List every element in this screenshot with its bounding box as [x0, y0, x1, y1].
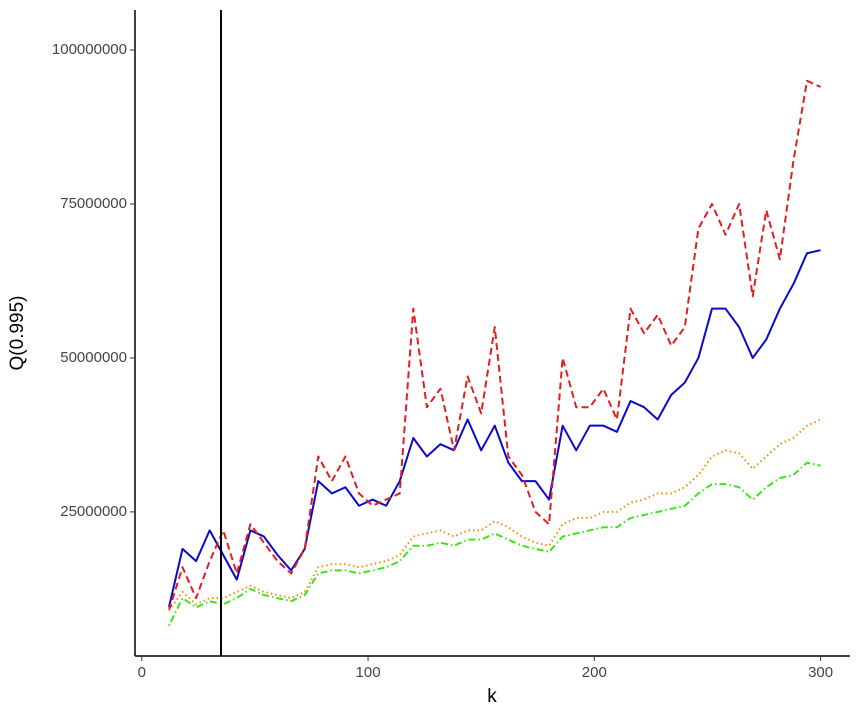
x-axis-title: k — [487, 686, 497, 707]
series-line — [167, 249, 821, 608]
y-axis-title: Q(0.995) — [7, 296, 28, 371]
x-tick-label: 100 — [356, 664, 381, 681]
y-tick-label: 50000000 — [60, 349, 127, 366]
y-tick-label: 75000000 — [60, 195, 127, 212]
x-tick-label: 300 — [808, 664, 833, 681]
series-line — [167, 79, 821, 611]
x-tick-label: 200 — [582, 664, 607, 681]
series-line — [168, 418, 821, 612]
x-tick-label: 0 — [138, 664, 146, 681]
y-tick-label: 25000000 — [60, 503, 127, 520]
series-line — [168, 461, 821, 627]
y-tick-label: 100000000 — [52, 41, 127, 58]
